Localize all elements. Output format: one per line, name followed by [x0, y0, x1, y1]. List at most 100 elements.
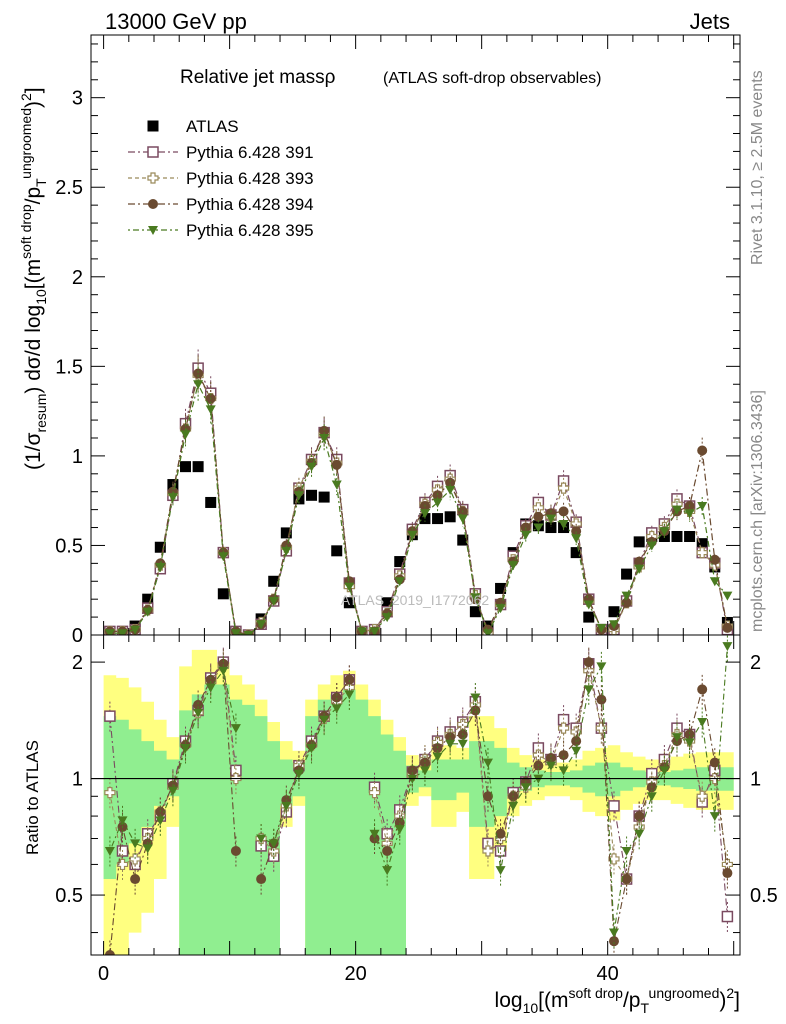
ratio-point [634, 811, 645, 822]
data-point [445, 485, 456, 495]
ratio-point [608, 928, 619, 938]
data-point [344, 582, 355, 592]
x-axis-label: log10[(msoft drop/pTungroomed)2] [495, 985, 740, 1016]
main-y-tick-label: 2 [72, 267, 83, 289]
legend-marker [148, 199, 158, 209]
ratio-point [457, 739, 468, 749]
data-point [470, 593, 481, 603]
ratio-point [697, 684, 708, 695]
ratio-point [508, 801, 519, 811]
data-point [230, 629, 241, 635]
data-point [495, 582, 507, 594]
ratio-point [382, 845, 393, 856]
legend-label: ATLAS [186, 117, 239, 136]
ratio-point [621, 874, 632, 885]
ratio-point [583, 665, 595, 677]
ratio-point [571, 746, 582, 756]
data-point [432, 498, 443, 508]
data-point [318, 491, 330, 503]
ratio-point [608, 936, 619, 947]
data-point [331, 480, 342, 490]
ratio-point [696, 790, 708, 802]
data-point [697, 445, 708, 456]
data-point [646, 541, 657, 551]
data-point [268, 575, 280, 587]
main-panel: 0 0.5 1 1.5 2 2.5 3 ATLAS_2019_I1772062 Relati… [18, 34, 741, 647]
ratio-point [130, 839, 141, 849]
data-point [684, 530, 696, 542]
ratio-axes: 0.5 0.51 12 20 20 40 [55, 635, 778, 985]
data-point [621, 597, 632, 608]
ratio-point [545, 761, 556, 771]
ratio-y-tick-label-right: 1 [750, 769, 761, 791]
data-point [684, 509, 695, 519]
legend-label: Pythia 6.428 391 [186, 143, 314, 162]
data-point [382, 613, 393, 623]
data-point [180, 461, 192, 473]
data-point [306, 489, 318, 501]
data-point [293, 491, 304, 501]
data-point [533, 523, 544, 533]
series-4 [104, 366, 733, 635]
data-point [495, 604, 506, 614]
ratio-point [697, 718, 708, 728]
ratio-point [306, 743, 317, 753]
ratio-point [432, 752, 443, 762]
legend-label: Pythia 6.428 393 [186, 169, 314, 188]
data-point [180, 430, 191, 440]
ratio-point [495, 866, 506, 876]
data-point [331, 459, 342, 470]
ratio-point [180, 743, 191, 753]
ratio-point [130, 874, 141, 885]
data-point [167, 493, 178, 503]
data-point [394, 556, 406, 568]
data-point [696, 547, 708, 559]
ratio-point [344, 674, 355, 685]
data-point [533, 511, 544, 522]
ratio-y-axis-label: Ratio to ATLAS [23, 740, 42, 855]
data-point [571, 526, 582, 537]
mcplots-reference-label: mcplots.cern.ch [arXiv:1306.3436] [749, 390, 766, 632]
data-point [280, 527, 292, 539]
legend-label: Pythia 6.428 394 [186, 195, 314, 214]
ratio-point [256, 834, 267, 844]
data-point [457, 514, 468, 524]
x-tick-label: 0 [98, 963, 109, 985]
data-point [407, 530, 418, 540]
ratio-point [596, 662, 607, 672]
data-point [217, 588, 229, 600]
data-point [596, 623, 607, 633]
ratio-point [722, 642, 733, 652]
data-point [583, 611, 595, 623]
ratio-point [583, 657, 594, 668]
data-point [482, 629, 493, 635]
data-point [419, 509, 430, 519]
ratio-point [369, 829, 380, 839]
ratio-point [557, 722, 570, 734]
main-y-tick-label: 0.5 [55, 535, 83, 557]
data-point [381, 597, 393, 609]
data-point [697, 502, 708, 512]
main-data-layer [104, 349, 734, 635]
data-point [432, 513, 444, 525]
legend-item: Pythia 6.428 391 [128, 143, 314, 162]
legend-marker [147, 120, 159, 132]
legend-marker [148, 226, 158, 235]
rivet-version-label: Rivet 3.1.10, ≥ 2.5M events [749, 70, 766, 265]
ratio-point [558, 750, 569, 761]
watermark: ATLAS_2019_I1772062 [341, 592, 490, 608]
ratio-point [281, 801, 292, 811]
ratio-point [331, 692, 342, 703]
ratio-point [104, 710, 116, 722]
ratio-point [671, 733, 682, 743]
main-y-tick-label: 0 [72, 625, 83, 647]
uncertainty-band-inner [103, 684, 734, 955]
ratio-point [319, 715, 330, 725]
data-point [306, 462, 317, 472]
data-point [193, 368, 204, 379]
data-point [634, 556, 645, 567]
ratio-point [394, 825, 405, 835]
main-y-axis-label: (1/σresum) dσ/d log10[(msoft drop/pTungr… [18, 87, 49, 470]
ratio-point [482, 845, 494, 857]
legend-item: ATLAS [147, 117, 239, 136]
